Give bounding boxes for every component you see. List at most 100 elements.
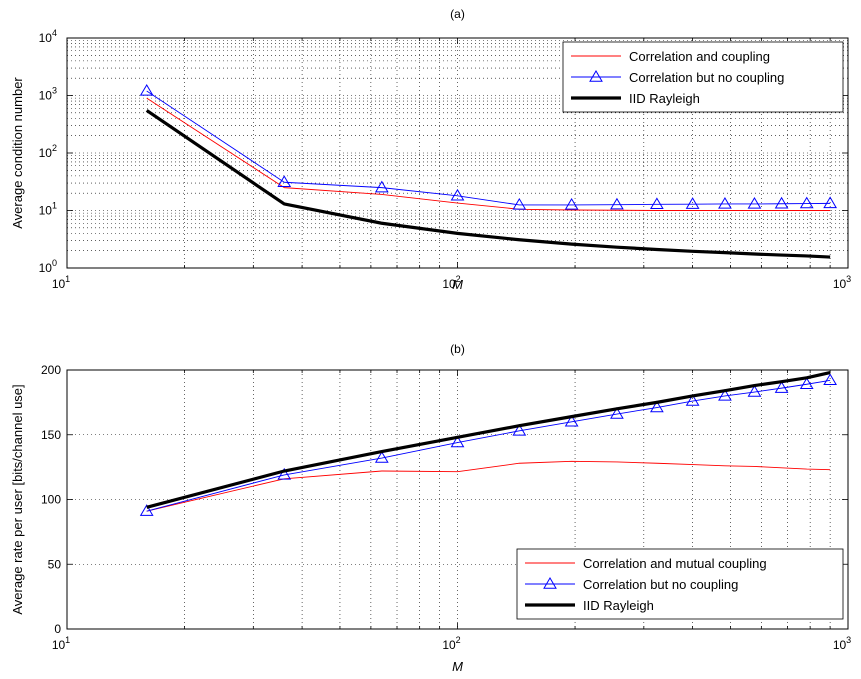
- y-tick-label: 103: [39, 86, 57, 103]
- y-tick-label: 104: [39, 28, 57, 45]
- legend-label: IID Rayleigh: [583, 598, 654, 613]
- x-tick-label-exponent: 2: [456, 274, 461, 284]
- x-tick-label: 102: [442, 274, 460, 291]
- data-point-marker: [649, 400, 664, 413]
- y-tick-label-base: 10: [39, 261, 53, 275]
- data-point-marker: [450, 435, 465, 448]
- x-tick-label: 102: [442, 635, 460, 652]
- series-line: [146, 460, 831, 512]
- y-tick-label: 100: [41, 493, 61, 507]
- series-line: [146, 90, 831, 206]
- chart-title: (a): [450, 7, 465, 21]
- data-point-marker: [799, 377, 814, 389]
- data-point-marker: [747, 385, 762, 397]
- data-point-marker: [823, 196, 838, 209]
- axes-frame: [66, 369, 849, 630]
- legend-label: Correlation but no coupling: [629, 70, 784, 85]
- legend-label: Correlation and coupling: [629, 49, 770, 64]
- data-point-marker: [512, 423, 527, 436]
- data-point-marker: [277, 175, 292, 187]
- data-point-marker: [277, 467, 292, 480]
- y-tick-label-exponent: 3: [52, 86, 57, 96]
- y-tick-label-base: 10: [39, 204, 53, 218]
- data-point-marker: [685, 394, 700, 406]
- data-point-marker: [799, 196, 814, 209]
- x-tick-label: 103: [833, 635, 851, 652]
- legend: Correlation and mutual coupling Correlati…: [516, 548, 844, 620]
- data-point-marker: [450, 188, 465, 201]
- legend-label: Correlation but no coupling: [583, 577, 738, 592]
- y-tick-label-exponent: 0: [52, 258, 57, 268]
- x-tick-label: 101: [52, 635, 70, 652]
- x-tick-label-base: 10: [833, 277, 847, 291]
- y-tick-label: 0: [54, 622, 61, 636]
- y-tick-label: 100: [39, 258, 57, 275]
- data-point-marker: [823, 373, 838, 386]
- data-point-marker: [610, 407, 624, 419]
- data-point-marker: [718, 196, 732, 209]
- x-tick-label-base: 10: [52, 638, 66, 652]
- legend-marker: [589, 70, 603, 82]
- chart-title: (b): [450, 342, 465, 356]
- legend: Correlation and coupling Correlation but …: [562, 41, 844, 113]
- x-tick-label-exponent: 3: [846, 635, 851, 645]
- x-tick-label-exponent: 3: [846, 274, 851, 284]
- legend-label: IID Rayleigh: [629, 91, 700, 106]
- data-point-marker: [774, 196, 789, 209]
- data-point-marker: [564, 197, 579, 210]
- y-tick-label-exponent: 1: [52, 201, 57, 211]
- data-point-marker: [564, 414, 579, 427]
- y-tick-label: 101: [39, 201, 57, 218]
- x-tick-label-exponent: 1: [65, 635, 70, 645]
- series-correlation-but-no-coupling: [139, 373, 838, 516]
- series-line: [146, 379, 831, 512]
- data-point-marker: [718, 388, 732, 401]
- data-point-marker: [139, 83, 154, 96]
- legend-marker: [543, 577, 557, 589]
- y-tick-label: 150: [41, 428, 61, 442]
- series-line: [146, 371, 831, 509]
- series-line: [145, 109, 831, 259]
- data-point-marker: [139, 504, 154, 516]
- y-axis-label: Average rate per user [bits/channel use]: [10, 384, 25, 614]
- data-point-marker: [747, 196, 762, 209]
- data-point-marker: [610, 197, 624, 210]
- x-axis-label: M: [452, 659, 463, 674]
- x-tick-label-base: 10: [442, 277, 456, 291]
- series-correlation-and-mutual-coupling: [146, 460, 831, 512]
- series-group: [139, 83, 838, 259]
- data-point-marker: [374, 180, 389, 193]
- series-group: [139, 371, 838, 516]
- x-axis-label: M: [452, 277, 463, 292]
- y-tick-label-base: 10: [39, 31, 53, 45]
- series-correlation-but-no-coupling: [139, 83, 838, 210]
- y-tick-label-base: 10: [39, 146, 53, 160]
- data-point-marker: [374, 451, 389, 463]
- y-tick-label: 200: [41, 363, 61, 377]
- y-tick-label-exponent: 4: [52, 28, 57, 38]
- data-point-marker: [685, 197, 700, 209]
- y-tick-label-exponent: 2: [52, 143, 57, 153]
- y-tick-label-base: 10: [39, 89, 53, 103]
- data-point-marker: [512, 197, 527, 210]
- data-point-marker: [649, 197, 664, 210]
- x-tick-label-exponent: 1: [65, 274, 70, 284]
- series-iid-rayleigh: [146, 371, 831, 509]
- x-tick-label: 103: [833, 274, 851, 291]
- y-tick-label: 102: [39, 143, 57, 160]
- y-tick-label: 50: [48, 557, 62, 571]
- x-tick-label-base: 10: [52, 277, 66, 291]
- series-line: [146, 97, 831, 211]
- x-tick-label: 101: [52, 274, 70, 291]
- axes-frame: [66, 37, 849, 269]
- series-correlation-and-coupling: [146, 97, 831, 211]
- x-tick-label-exponent: 2: [456, 635, 461, 645]
- x-tick-label-base: 10: [442, 638, 456, 652]
- x-tick-label-base: 10: [833, 638, 847, 652]
- series-iid-rayleigh: [145, 109, 831, 259]
- legend-label: Correlation and mutual coupling: [583, 556, 767, 571]
- y-axis-label: Average condition number: [10, 77, 25, 229]
